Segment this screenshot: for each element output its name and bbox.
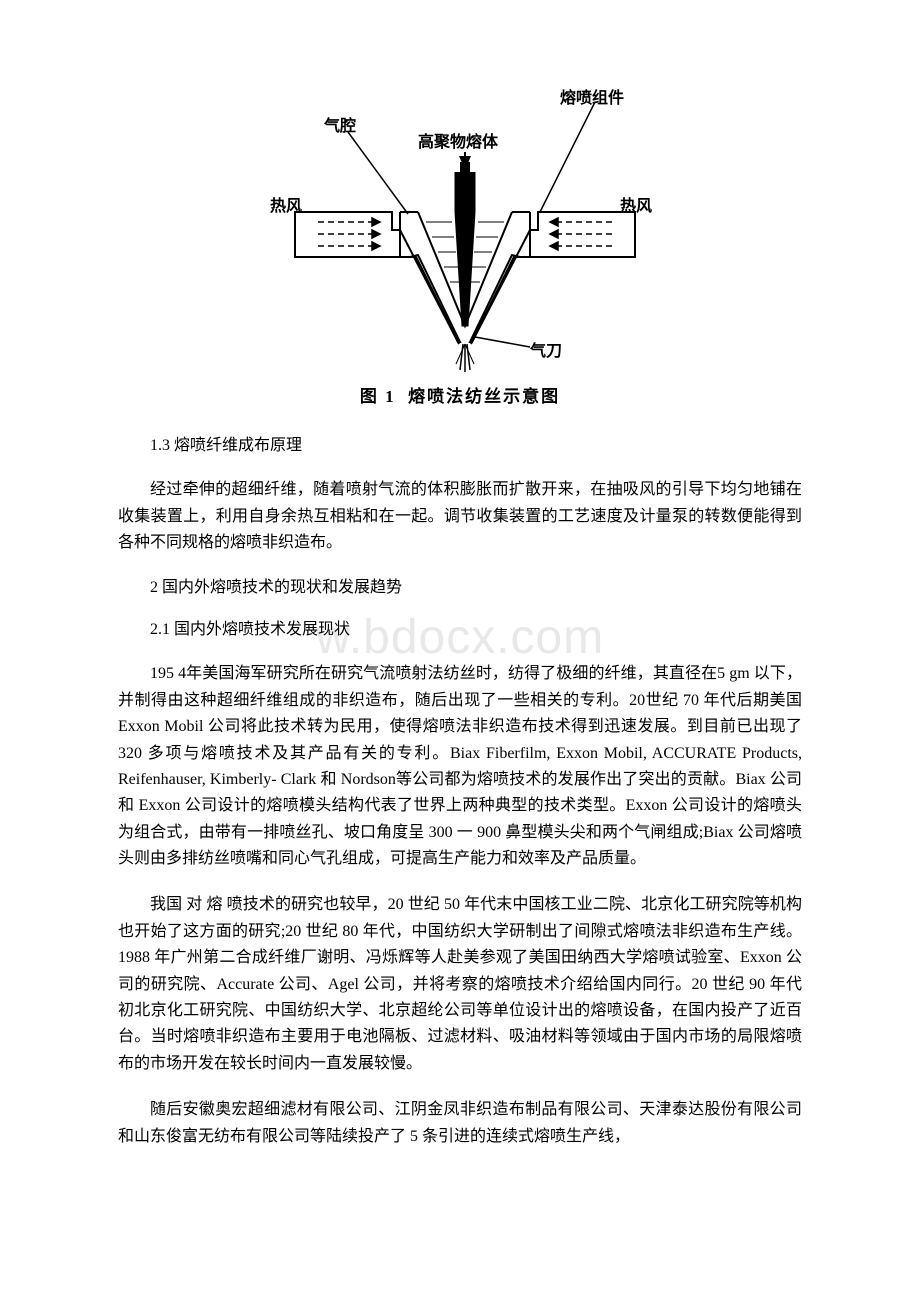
figure-1-container: 熔喷组件 气腔 高聚物熔体 热风 热风 气刀 图 1 熔喷法纺丝示意图 [118, 62, 802, 407]
label-hot-air-left: 热风 [270, 192, 302, 216]
section-2-1-paragraph-2: 我国 对 熔 喷技术的研究也较早，20 世纪 50 年代末中国核工业二院、北京化… [118, 892, 802, 1077]
section-1-3-paragraph: 经过牵伸的超细纤维，随着喷射气流的体积膨胀而扩散开来，在抽吸风的引导下均匀地铺在… [118, 477, 802, 556]
caption-text: 熔喷法纺丝示意图 [408, 387, 560, 406]
section-1-3-title: 1.3 熔喷纤维成布原理 [118, 435, 802, 457]
document-content: 熔喷组件 气腔 高聚物熔体 热风 热风 气刀 图 1 熔喷法纺丝示意图 1.3 … [118, 62, 802, 1150]
section-2-title: 2 国内外熔喷技术的现状和发展趋势 [118, 577, 802, 599]
figure-1-caption: 图 1 熔喷法纺丝示意图 [360, 382, 560, 407]
section-2-1-paragraph-1: 195 4年美国海军研究所在研究气流喷射法纺丝时，纺得了极细的纤维，其直径在5 … [118, 661, 802, 872]
label-air-knife: 气刀 [530, 337, 562, 361]
section-2-1-title: 2.1 国内外熔喷技术发展现状 [118, 619, 802, 641]
section-2-1-paragraph-3: 随后安徽奥宏超细滤材有限公司、江阴金凤非织造布制品有限公司、天津泰达股份有限公司… [118, 1097, 802, 1150]
label-polymer-melt: 高聚物熔体 [418, 128, 498, 152]
figure-1-diagram: 熔喷组件 气腔 高聚物熔体 热风 热风 气刀 [240, 62, 680, 372]
label-air-cavity: 气腔 [324, 112, 356, 136]
label-hot-air-right: 热风 [620, 192, 652, 216]
meltblown-schematic-svg [240, 62, 680, 372]
caption-prefix: 图 1 [360, 387, 396, 406]
label-meltblown-component: 熔喷组件 [560, 84, 624, 108]
